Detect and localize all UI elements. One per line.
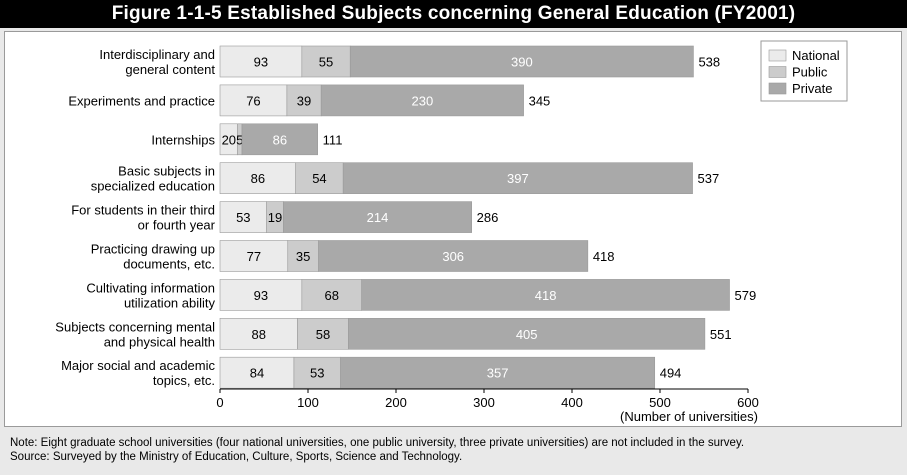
bar-segment-public — [295, 162, 344, 194]
category-label: general content — [125, 62, 215, 77]
bar-segment-public — [287, 240, 319, 272]
data-label: 20 — [222, 132, 236, 147]
category-label: Subjects concerning mental — [55, 319, 215, 334]
x-tick-label: 0 — [216, 395, 223, 410]
category-label: Cultivating information — [86, 280, 215, 295]
bar-segment-private — [361, 279, 730, 311]
data-label: 77 — [247, 249, 261, 264]
bar-segment-public — [301, 279, 362, 311]
bar-segment-private — [349, 45, 694, 78]
bar-segment-public — [286, 84, 322, 117]
data-label: 418 — [535, 288, 557, 303]
data-label: 5 — [236, 132, 243, 147]
category-label: documents, etc. — [123, 257, 215, 272]
data-label: 54 — [312, 171, 326, 186]
x-tick-label: 400 — [561, 395, 583, 410]
bar-segment-private — [340, 356, 656, 389]
data-label: 93 — [254, 288, 268, 303]
total-label: 418 — [593, 249, 615, 264]
category-label: Basic subjects in — [118, 164, 215, 179]
legend-label-national: National — [792, 48, 840, 63]
source-text: Source: Surveyed by the Ministry of Educ… — [10, 451, 463, 463]
figure-title: Figure 1-1-5 Established Subjects concer… — [0, 0, 907, 28]
chart-panel: Interdisciplinary and general content 93 55… — [4, 31, 902, 427]
bar-segment-national — [219, 84, 288, 117]
bar-segment-private — [320, 84, 524, 117]
bar-segment-national — [219, 201, 267, 233]
legend-swatch-public — [768, 66, 787, 78]
legend-label-public: Public — [792, 65, 828, 80]
data-label: 86 — [251, 171, 265, 186]
bar-segment-public — [293, 356, 341, 389]
data-label: 39 — [297, 93, 311, 108]
category-label: or fourth year — [138, 218, 216, 233]
total-label: 537 — [698, 171, 720, 186]
legend-swatch-private — [768, 82, 787, 95]
x-tick-label: 100 — [297, 395, 319, 410]
total-label: 551 — [710, 327, 732, 342]
x-axis-label: (Number of universities) — [620, 409, 758, 424]
total-label: 538 — [698, 55, 720, 70]
category-label: topics, etc. — [153, 373, 215, 388]
category-label: For students in their third — [71, 203, 215, 218]
x-tick-label: 500 — [649, 395, 671, 410]
category-label: Internships — [151, 132, 215, 147]
x-tick-label: 200 — [385, 395, 407, 410]
bar-segment-public — [297, 317, 349, 350]
total-label: 111 — [323, 132, 343, 147]
bar-segment-private — [241, 123, 318, 156]
data-label: 84 — [250, 366, 264, 381]
data-label: 397 — [507, 171, 529, 186]
bar-segment-national — [219, 279, 303, 311]
total-label: 579 — [735, 288, 757, 303]
data-label: 405 — [516, 327, 538, 342]
legend-label-private: Private — [792, 81, 832, 96]
data-label: 68 — [325, 288, 339, 303]
bar-segment-private — [348, 317, 706, 350]
data-label: 214 — [367, 210, 389, 225]
category-label: Major social and academic — [61, 358, 215, 373]
x-tick-label: 600 — [737, 395, 759, 410]
data-label: 86 — [273, 132, 287, 147]
total-label: 286 — [477, 210, 499, 225]
total-label: 345 — [529, 93, 551, 108]
bar-segment-national — [219, 240, 289, 272]
bar-segment-private — [342, 162, 693, 194]
bar-segment-national — [219, 317, 298, 350]
bar-segment-national — [219, 45, 303, 78]
data-label: 230 — [412, 93, 434, 108]
bar-segment-national — [219, 356, 295, 389]
bar-segment-public — [301, 45, 351, 78]
category-label: Practicing drawing up — [91, 242, 215, 257]
data-label: 306 — [442, 249, 464, 264]
data-label: 357 — [487, 366, 509, 381]
category-label: and physical health — [104, 334, 215, 349]
note-text: Note: Eight graduate school universities… — [10, 437, 745, 449]
data-label: 55 — [319, 55, 333, 70]
category-label: specialized education — [91, 179, 215, 194]
total-label: 494 — [660, 366, 682, 381]
data-label: 53 — [310, 366, 324, 381]
x-tick-label: 300 — [473, 395, 495, 410]
category-label: Interdisciplinary and — [99, 47, 215, 62]
data-label: 390 — [511, 55, 533, 70]
data-label: 53 — [236, 210, 250, 225]
bar-segment-private — [318, 240, 589, 272]
data-label: 58 — [316, 327, 330, 342]
data-label: 19 — [268, 210, 282, 225]
category-label: utilization ability — [124, 295, 216, 310]
category-label: Experiments and practice — [68, 93, 215, 108]
data-label: 88 — [251, 327, 265, 342]
legend-swatch-national — [768, 49, 787, 62]
bar-segment-private — [283, 201, 472, 233]
data-label: 76 — [246, 93, 260, 108]
data-label: 35 — [296, 249, 310, 264]
figure-notes: Note: Eight graduate school universities… — [10, 436, 744, 464]
data-label: 93 — [254, 55, 268, 70]
